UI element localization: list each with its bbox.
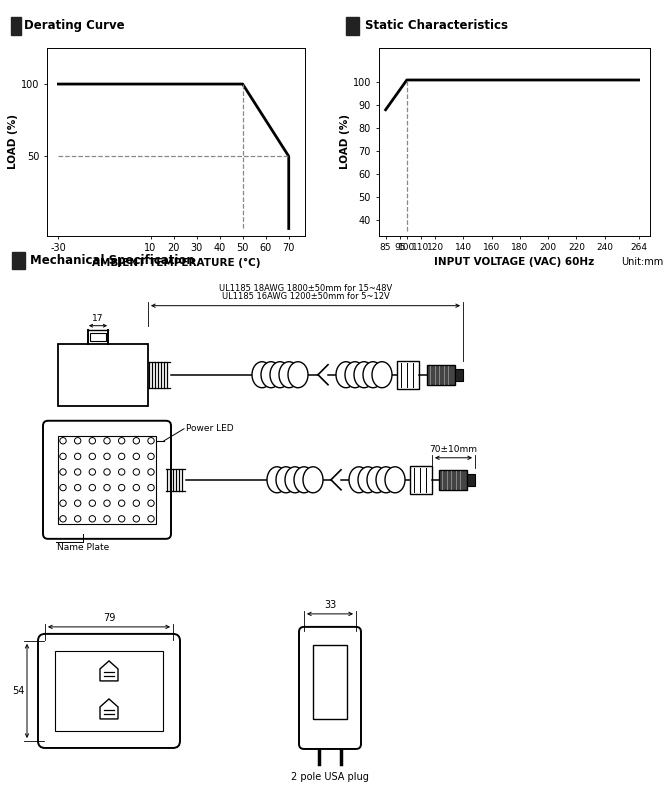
Bar	[439, 470, 467, 490]
Circle shape	[74, 438, 81, 444]
Ellipse shape	[285, 467, 305, 493]
Text: 2 pole USA plug: 2 pole USA plug	[291, 772, 369, 782]
Y-axis label: LOAD (%): LOAD (%)	[340, 114, 350, 169]
Ellipse shape	[345, 362, 365, 388]
Ellipse shape	[336, 362, 356, 388]
Circle shape	[74, 515, 81, 522]
Text: Name Plate: Name Plate	[57, 543, 109, 552]
Circle shape	[60, 453, 66, 459]
Ellipse shape	[354, 362, 374, 388]
Ellipse shape	[276, 467, 296, 493]
Ellipse shape	[294, 467, 314, 493]
Circle shape	[60, 484, 66, 491]
Circle shape	[119, 469, 125, 475]
Y-axis label: LOAD (%): LOAD (%)	[8, 114, 18, 169]
Circle shape	[104, 484, 110, 491]
Circle shape	[104, 500, 110, 507]
Circle shape	[133, 453, 139, 459]
Ellipse shape	[367, 467, 387, 493]
Ellipse shape	[270, 362, 290, 388]
Circle shape	[148, 515, 154, 522]
Bar	[467, 474, 475, 486]
Text: Unit:mm: Unit:mm	[621, 257, 663, 267]
Bar	[346, 17, 359, 34]
Bar	[455, 368, 463, 381]
Circle shape	[119, 438, 125, 444]
Bar	[427, 364, 455, 385]
Circle shape	[60, 469, 66, 475]
Circle shape	[148, 484, 154, 491]
Text: UL1185 16AWG 1200±50mm for 5~12V: UL1185 16AWG 1200±50mm for 5~12V	[222, 292, 389, 300]
Circle shape	[74, 484, 81, 491]
Circle shape	[104, 453, 110, 459]
Polygon shape	[100, 661, 118, 681]
Circle shape	[89, 484, 96, 491]
Ellipse shape	[376, 467, 396, 493]
Text: Power LED: Power LED	[186, 424, 234, 433]
Circle shape	[133, 484, 139, 491]
Ellipse shape	[358, 467, 378, 493]
Circle shape	[74, 500, 81, 507]
Text: 70±10mm: 70±10mm	[429, 445, 478, 454]
Circle shape	[104, 515, 110, 522]
Bar	[397, 360, 419, 389]
Polygon shape	[100, 699, 118, 719]
X-axis label: INPUT VOLTAGE (VAC) 60Hz: INPUT VOLTAGE (VAC) 60Hz	[434, 256, 594, 267]
Text: 17: 17	[92, 314, 104, 323]
Circle shape	[104, 469, 110, 475]
Circle shape	[119, 515, 125, 522]
Circle shape	[89, 515, 96, 522]
Circle shape	[60, 500, 66, 507]
Circle shape	[60, 515, 66, 522]
Ellipse shape	[252, 362, 272, 388]
Text: UL1185 18AWG 1800±50mm for 15~48V: UL1185 18AWG 1800±50mm for 15~48V	[219, 284, 392, 292]
Ellipse shape	[349, 467, 369, 493]
Ellipse shape	[279, 362, 299, 388]
Text: 33: 33	[324, 600, 336, 610]
FancyBboxPatch shape	[299, 627, 361, 749]
Circle shape	[60, 438, 66, 444]
Bar	[11, 17, 21, 34]
FancyBboxPatch shape	[38, 634, 180, 748]
Circle shape	[148, 438, 154, 444]
Circle shape	[133, 500, 139, 507]
X-axis label: AMBIENT TEMPERATURE (°C): AMBIENT TEMPERATURE (°C)	[92, 257, 260, 268]
Bar	[55, 651, 163, 731]
Circle shape	[104, 438, 110, 444]
Ellipse shape	[385, 467, 405, 493]
Circle shape	[119, 500, 125, 507]
Circle shape	[89, 500, 96, 507]
Text: Derating Curve: Derating Curve	[24, 19, 125, 32]
Ellipse shape	[267, 467, 287, 493]
Circle shape	[148, 469, 154, 475]
Circle shape	[133, 438, 139, 444]
Text: Mechanical Specification: Mechanical Specification	[29, 254, 194, 267]
Bar	[58, 344, 148, 406]
Circle shape	[148, 453, 154, 459]
Circle shape	[119, 453, 125, 459]
Bar	[12, 252, 25, 269]
FancyBboxPatch shape	[43, 421, 171, 539]
Text: 79: 79	[103, 613, 115, 623]
Circle shape	[119, 484, 125, 491]
Circle shape	[89, 438, 96, 444]
Circle shape	[133, 515, 139, 522]
Ellipse shape	[288, 362, 308, 388]
Circle shape	[89, 469, 96, 475]
Circle shape	[74, 469, 81, 475]
Text: 54: 54	[13, 686, 25, 696]
Ellipse shape	[303, 467, 323, 493]
Bar	[313, 645, 347, 719]
Circle shape	[133, 469, 139, 475]
Bar	[58, 435, 156, 524]
Bar	[410, 466, 432, 494]
Circle shape	[148, 500, 154, 507]
Ellipse shape	[261, 362, 281, 388]
Bar	[90, 332, 106, 340]
Ellipse shape	[372, 362, 392, 388]
Circle shape	[74, 453, 81, 459]
Ellipse shape	[363, 362, 383, 388]
Text: Static Characteristics: Static Characteristics	[364, 19, 508, 32]
Circle shape	[89, 453, 96, 459]
